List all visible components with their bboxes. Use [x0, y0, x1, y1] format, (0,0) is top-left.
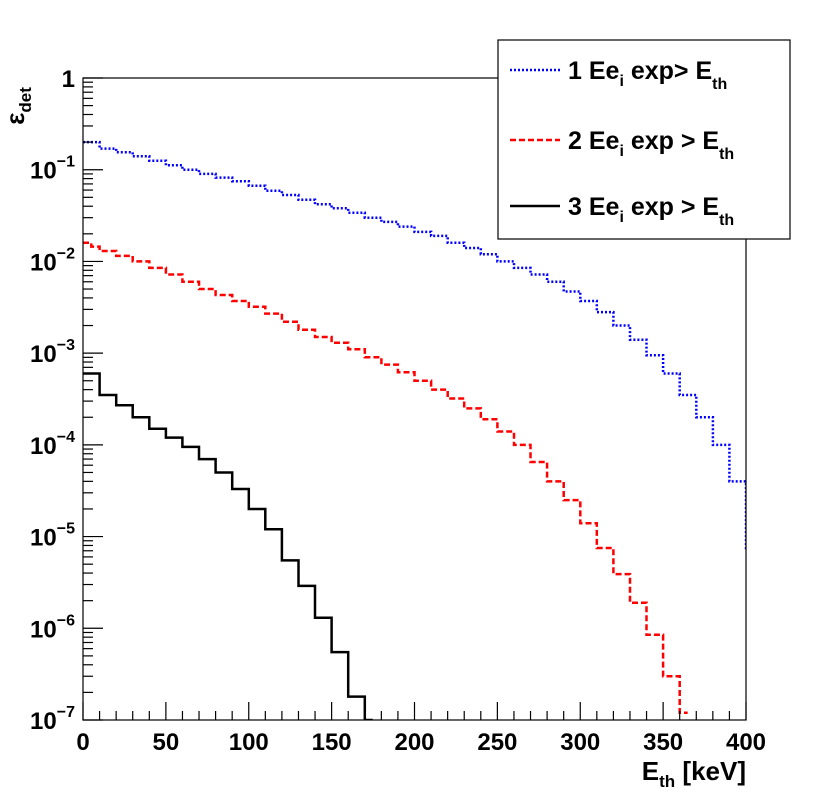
x-tick-label: 150: [312, 729, 352, 756]
series-line-two: [83, 241, 688, 714]
y-tick-label: 10−6: [30, 612, 75, 643]
legend-entry-3-sub: i: [619, 209, 623, 226]
x-tick-label: 250: [477, 729, 517, 756]
y-tick-label: 10−1: [30, 154, 75, 185]
x-tick-label: 0: [76, 729, 89, 756]
legend-entry-2-sub2: th: [719, 146, 734, 163]
x-tick-label: 350: [643, 729, 683, 756]
x-axis-title-main: E: [642, 756, 659, 786]
y-tick-label: 10−4: [30, 429, 75, 460]
series-line-three: [83, 372, 373, 720]
y-axis-title-sub: det: [16, 87, 35, 113]
y-tick-label: 10−7: [30, 704, 75, 735]
legend-entry-2-pre: 2 Ee: [568, 127, 620, 155]
x-tick-label: 100: [229, 729, 269, 756]
legend-entry-3-pre: 3 Ee: [568, 193, 620, 221]
x-tick-label: 400: [726, 729, 766, 756]
x-tick-label: 200: [394, 729, 434, 756]
x-tick-labels: 0 50 100 150 200 250 300 350 400: [76, 729, 766, 756]
y-tick-label: 10−2: [30, 245, 75, 276]
x-axis-title-rest: [keV]: [675, 756, 746, 786]
y-axis-title-main: ε: [0, 113, 30, 125]
ticks-layer: [82, 77, 747, 721]
x-tick-label: 300: [560, 729, 600, 756]
legend-entry-2-sub: i: [619, 143, 623, 160]
series-line-one: [83, 140, 746, 550]
y-tick-label: 1: [62, 66, 75, 93]
legend-entry-3-sub2: th: [719, 212, 734, 229]
legend-entry-1-sub2: th: [712, 76, 727, 93]
x-axis-title-sub: th: [659, 772, 675, 791]
legend-entry-1-mid: exp> E: [624, 57, 712, 85]
legend: 1 Eei exp> Eth 2 Eei exp > Eth 3 Eei exp…: [497, 39, 791, 240]
x-tick-label: 50: [153, 729, 180, 756]
y-tick-label: 10−5: [30, 521, 75, 552]
legend-entry-1-pre: 1 Ee: [568, 57, 620, 85]
series-layer: [83, 140, 746, 720]
y-tick-label: 10−3: [30, 337, 75, 368]
legend-entry-3-mid: exp > E: [624, 193, 719, 221]
legend-entry-1-sub: i: [619, 73, 623, 90]
y-tick-labels: 1 10−1 10−2 10−3 10−4 10−5 10−6 10−7: [30, 66, 75, 735]
legend-entry-2-mid: exp > E: [624, 127, 719, 155]
y-axis-title: εdet: [0, 87, 35, 125]
legend-entry-1: 1 Eei exp> Eth: [568, 57, 727, 93]
legend-entry-2: 2 Eei exp > Eth: [568, 127, 734, 163]
legend-entry-3: 3 Eei exp > Eth: [568, 193, 734, 229]
x-axis-title: Eth [keV]: [642, 756, 746, 791]
